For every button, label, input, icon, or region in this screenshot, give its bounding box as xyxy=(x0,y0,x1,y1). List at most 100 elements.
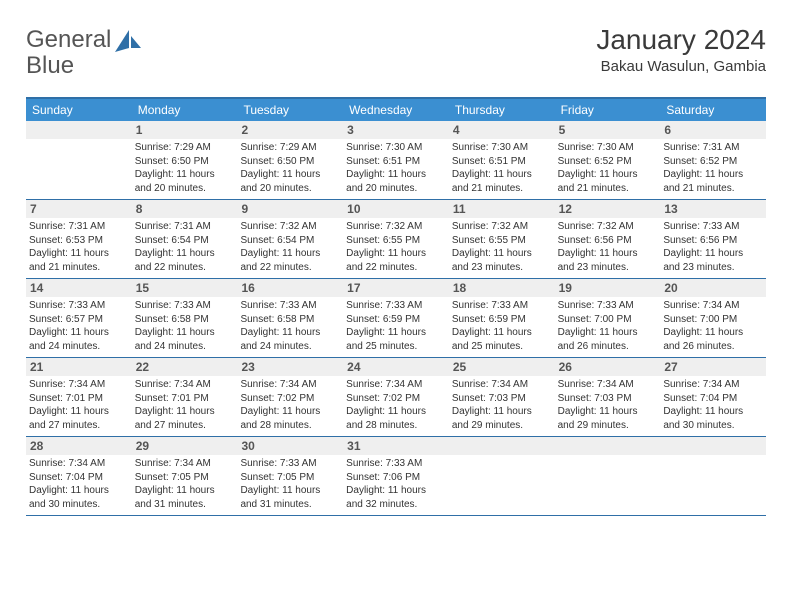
day-details: Sunrise: 7:34 AMSunset: 7:03 PMDaylight:… xyxy=(558,378,658,432)
day-cell: 15Sunrise: 7:33 AMSunset: 6:58 PMDayligh… xyxy=(132,279,238,357)
day-details: Sunrise: 7:29 AMSunset: 6:50 PMDaylight:… xyxy=(240,141,340,195)
day-number: 27 xyxy=(660,358,766,376)
day-number: 25 xyxy=(449,358,555,376)
day-details: Sunrise: 7:31 AMSunset: 6:52 PMDaylight:… xyxy=(663,141,763,195)
day-cell xyxy=(26,121,132,199)
day-number: 29 xyxy=(132,437,238,455)
day-cell: 5 Sunrise: 7:30 AMSunset: 6:52 PMDaylight… xyxy=(555,121,661,199)
week-row: 21Sunrise: 7:34 AMSunset: 7:01 PMDayligh… xyxy=(26,358,766,437)
weeks-container: 1Sunrise: 7:29 AMSunset: 6:50 PMDaylight… xyxy=(26,121,766,516)
header: General January 2024 Bakau Wasulun, Gamb… xyxy=(26,24,766,75)
day-cell: 2 Sunrise: 7:29 AMSunset: 6:50 PMDaylight… xyxy=(237,121,343,199)
day-cell: 8 Sunrise: 7:31 AMSunset: 6:54 PMDaylight… xyxy=(132,200,238,278)
day-number: 30 xyxy=(237,437,343,455)
day-cell: 9 Sunrise: 7:32 AMSunset: 6:54 PMDaylight… xyxy=(237,200,343,278)
day-number xyxy=(660,437,766,455)
day-details: Sunrise: 7:31 AMSunset: 6:54 PMDaylight:… xyxy=(135,220,235,274)
brand-part2-wrap: Blue xyxy=(26,52,74,80)
day-details: Sunrise: 7:34 AMSunset: 7:02 PMDaylight:… xyxy=(346,378,446,432)
day-details: Sunrise: 7:30 AMSunset: 6:51 PMDaylight:… xyxy=(452,141,552,195)
day-number: 16 xyxy=(237,279,343,297)
day-number: 19 xyxy=(555,279,661,297)
week-row: 1Sunrise: 7:29 AMSunset: 6:50 PMDaylight… xyxy=(26,121,766,200)
day-details: Sunrise: 7:34 AMSunset: 7:01 PMDaylight:… xyxy=(135,378,235,432)
day-cell: 21Sunrise: 7:34 AMSunset: 7:01 PMDayligh… xyxy=(26,358,132,436)
day-details: Sunrise: 7:32 AMSunset: 6:54 PMDaylight:… xyxy=(240,220,340,274)
day-of-week-cell: Wednesday xyxy=(343,99,449,121)
day-cell: 30 Sunrise: 7:33 AMSunset: 7:05 PMDayligh… xyxy=(237,437,343,515)
day-number: 11 xyxy=(449,200,555,218)
day-number: 24 xyxy=(343,358,449,376)
day-details: Sunrise: 7:33 AMSunset: 6:57 PMDaylight:… xyxy=(29,299,129,353)
day-cell: 16 Sunrise: 7:33 AMSunset: 6:58 PMDayligh… xyxy=(237,279,343,357)
week-row: 14 Sunrise: 7:33 AMSunset: 6:57 PMDayligh… xyxy=(26,279,766,358)
day-details: Sunrise: 7:34 AMSunset: 7:04 PMDaylight:… xyxy=(29,457,129,511)
day-cell: 25 Sunrise: 7:34 AMSunset: 7:03 PMDayligh… xyxy=(449,358,555,436)
day-of-week-cell: Thursday xyxy=(449,99,555,121)
day-number: 18 xyxy=(449,279,555,297)
day-number: 31 xyxy=(343,437,449,455)
brand-sail-icon xyxy=(115,30,141,52)
day-cell: 11 Sunrise: 7:32 AMSunset: 6:55 PMDayligh… xyxy=(449,200,555,278)
week-row: 28 Sunrise: 7:34 AMSunset: 7:04 PMDayligh… xyxy=(26,437,766,516)
day-cell: 1Sunrise: 7:29 AMSunset: 6:50 PMDaylight… xyxy=(132,121,238,199)
day-details: Sunrise: 7:32 AMSunset: 6:55 PMDaylight:… xyxy=(452,220,552,274)
day-cell: 24 Sunrise: 7:34 AMSunset: 7:02 PMDayligh… xyxy=(343,358,449,436)
day-cell: 12Sunrise: 7:32 AMSunset: 6:56 PMDayligh… xyxy=(555,200,661,278)
day-details: Sunrise: 7:33 AMSunset: 6:58 PMDaylight:… xyxy=(135,299,235,353)
day-details: Sunrise: 7:32 AMSunset: 6:56 PMDaylight:… xyxy=(558,220,658,274)
day-of-week-cell: Tuesday xyxy=(237,99,343,121)
day-number: 8 xyxy=(132,200,238,218)
day-number: 10 xyxy=(343,200,449,218)
day-details: Sunrise: 7:34 AMSunset: 7:05 PMDaylight:… xyxy=(135,457,235,511)
day-number: 9 xyxy=(237,200,343,218)
day-details: Sunrise: 7:33 AMSunset: 7:00 PMDaylight:… xyxy=(558,299,658,353)
day-details: Sunrise: 7:30 AMSunset: 6:51 PMDaylight:… xyxy=(346,141,446,195)
day-cell: 31Sunrise: 7:33 AMSunset: 7:06 PMDayligh… xyxy=(343,437,449,515)
day-details: Sunrise: 7:34 AMSunset: 7:04 PMDaylight:… xyxy=(663,378,763,432)
day-of-week-cell: Monday xyxy=(132,99,238,121)
day-number: 2 xyxy=(237,121,343,139)
day-number: 5 xyxy=(555,121,661,139)
day-details: Sunrise: 7:33 AMSunset: 6:59 PMDaylight:… xyxy=(452,299,552,353)
day-number: 1 xyxy=(132,121,238,139)
day-cell: 7 Sunrise: 7:31 AMSunset: 6:53 PMDaylight… xyxy=(26,200,132,278)
day-number: 7 xyxy=(26,200,132,218)
day-details: Sunrise: 7:31 AMSunset: 6:53 PMDaylight:… xyxy=(29,220,129,274)
day-cell: 18 Sunrise: 7:33 AMSunset: 6:59 PMDayligh… xyxy=(449,279,555,357)
day-cell: 28 Sunrise: 7:34 AMSunset: 7:04 PMDayligh… xyxy=(26,437,132,515)
day-details: Sunrise: 7:33 AMSunset: 6:58 PMDaylight:… xyxy=(240,299,340,353)
day-cell: 26Sunrise: 7:34 AMSunset: 7:03 PMDayligh… xyxy=(555,358,661,436)
day-of-week-cell: Sunday xyxy=(26,99,132,121)
day-details: Sunrise: 7:34 AMSunset: 7:02 PMDaylight:… xyxy=(240,378,340,432)
day-cell: 27 Sunrise: 7:34 AMSunset: 7:04 PMDayligh… xyxy=(660,358,766,436)
day-number: 14 xyxy=(26,279,132,297)
day-cell: 29 Sunrise: 7:34 AMSunset: 7:05 PMDayligh… xyxy=(132,437,238,515)
day-cell: 22Sunrise: 7:34 AMSunset: 7:01 PMDayligh… xyxy=(132,358,238,436)
week-row: 7 Sunrise: 7:31 AMSunset: 6:53 PMDaylight… xyxy=(26,200,766,279)
day-cell: 6 Sunrise: 7:31 AMSunset: 6:52 PMDaylight… xyxy=(660,121,766,199)
day-number xyxy=(449,437,555,455)
day-number: 20 xyxy=(660,279,766,297)
day-cell xyxy=(660,437,766,515)
day-cell: 19 Sunrise: 7:33 AMSunset: 7:00 PMDayligh… xyxy=(555,279,661,357)
day-number: 6 xyxy=(660,121,766,139)
day-number: 28 xyxy=(26,437,132,455)
day-number xyxy=(26,121,132,139)
day-details: Sunrise: 7:32 AMSunset: 6:55 PMDaylight:… xyxy=(346,220,446,274)
month-title: January 2024 xyxy=(596,24,766,56)
day-details: Sunrise: 7:34 AMSunset: 7:03 PMDaylight:… xyxy=(452,378,552,432)
day-details: Sunrise: 7:30 AMSunset: 6:52 PMDaylight:… xyxy=(558,141,658,195)
day-number: 3 xyxy=(343,121,449,139)
day-details: Sunrise: 7:34 AMSunset: 7:00 PMDaylight:… xyxy=(663,299,763,353)
day-details: Sunrise: 7:33 AMSunset: 6:59 PMDaylight:… xyxy=(346,299,446,353)
day-cell: 20 Sunrise: 7:34 AMSunset: 7:00 PMDayligh… xyxy=(660,279,766,357)
day-number: 13 xyxy=(660,200,766,218)
day-cell: 3 Sunrise: 7:30 AMSunset: 6:51 PMDaylight… xyxy=(343,121,449,199)
day-details: Sunrise: 7:33 AMSunset: 7:05 PMDaylight:… xyxy=(240,457,340,511)
calendar: SundayMondayTuesdayWednesdayThursdayFrid… xyxy=(26,97,766,516)
day-of-week-cell: Saturday xyxy=(660,99,766,121)
day-cell: 14 Sunrise: 7:33 AMSunset: 6:57 PMDayligh… xyxy=(26,279,132,357)
day-cell: 4Sunrise: 7:30 AMSunset: 6:51 PMDaylight… xyxy=(449,121,555,199)
day-of-week-row: SundayMondayTuesdayWednesdayThursdayFrid… xyxy=(26,99,766,121)
